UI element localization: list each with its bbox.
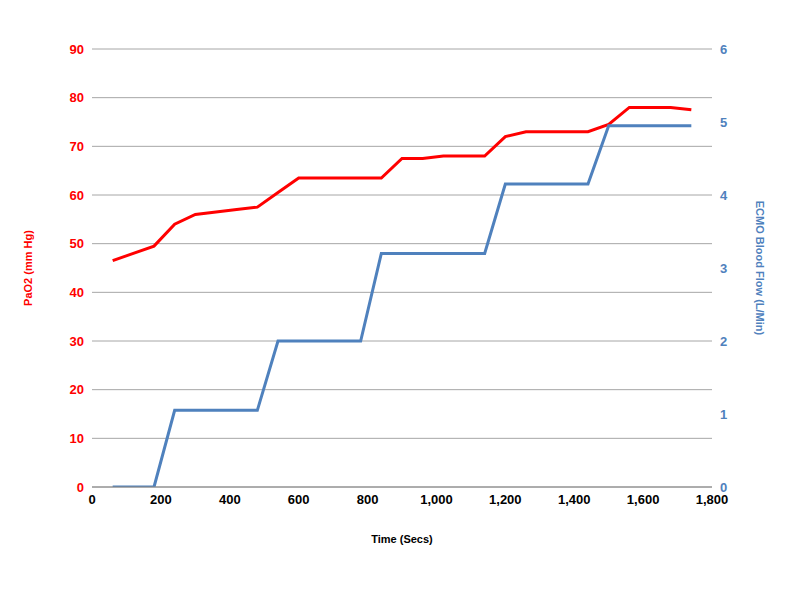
svg-text:20: 20 — [70, 382, 84, 397]
svg-text:1,400: 1,400 — [558, 492, 591, 507]
svg-text:2: 2 — [720, 334, 727, 349]
svg-text:40: 40 — [70, 285, 84, 300]
svg-text:600: 600 — [288, 492, 310, 507]
svg-text:1: 1 — [720, 407, 727, 422]
svg-text:PaO2 (mm Hg): PaO2 (mm Hg) — [22, 230, 34, 306]
svg-text:1,600: 1,600 — [627, 492, 660, 507]
svg-text:200: 200 — [150, 492, 172, 507]
svg-text:30: 30 — [70, 334, 84, 349]
svg-text:ECMO Blood Flow (L/Min): ECMO Blood Flow (L/Min) — [754, 201, 766, 336]
svg-text:Time (Secs): Time (Secs) — [371, 533, 433, 545]
svg-text:70: 70 — [70, 139, 84, 154]
svg-text:90: 90 — [70, 42, 84, 57]
svg-text:0: 0 — [720, 480, 727, 495]
svg-text:800: 800 — [357, 492, 379, 507]
svg-text:1,800: 1,800 — [695, 492, 729, 508]
svg-text:1,000: 1,000 — [420, 492, 453, 507]
svg-text:400: 400 — [219, 492, 241, 507]
svg-text:5: 5 — [720, 115, 727, 130]
svg-text:6: 6 — [720, 42, 727, 57]
svg-text:10: 10 — [70, 431, 84, 446]
svg-text:60: 60 — [70, 188, 84, 203]
svg-text:0: 0 — [88, 492, 95, 507]
svg-text:80: 80 — [70, 90, 84, 105]
svg-text:1,200: 1,200 — [489, 492, 522, 507]
svg-text:4: 4 — [720, 188, 728, 203]
svg-text:50: 50 — [70, 236, 84, 251]
svg-text:0: 0 — [77, 480, 84, 495]
svg-text:3: 3 — [720, 261, 727, 276]
